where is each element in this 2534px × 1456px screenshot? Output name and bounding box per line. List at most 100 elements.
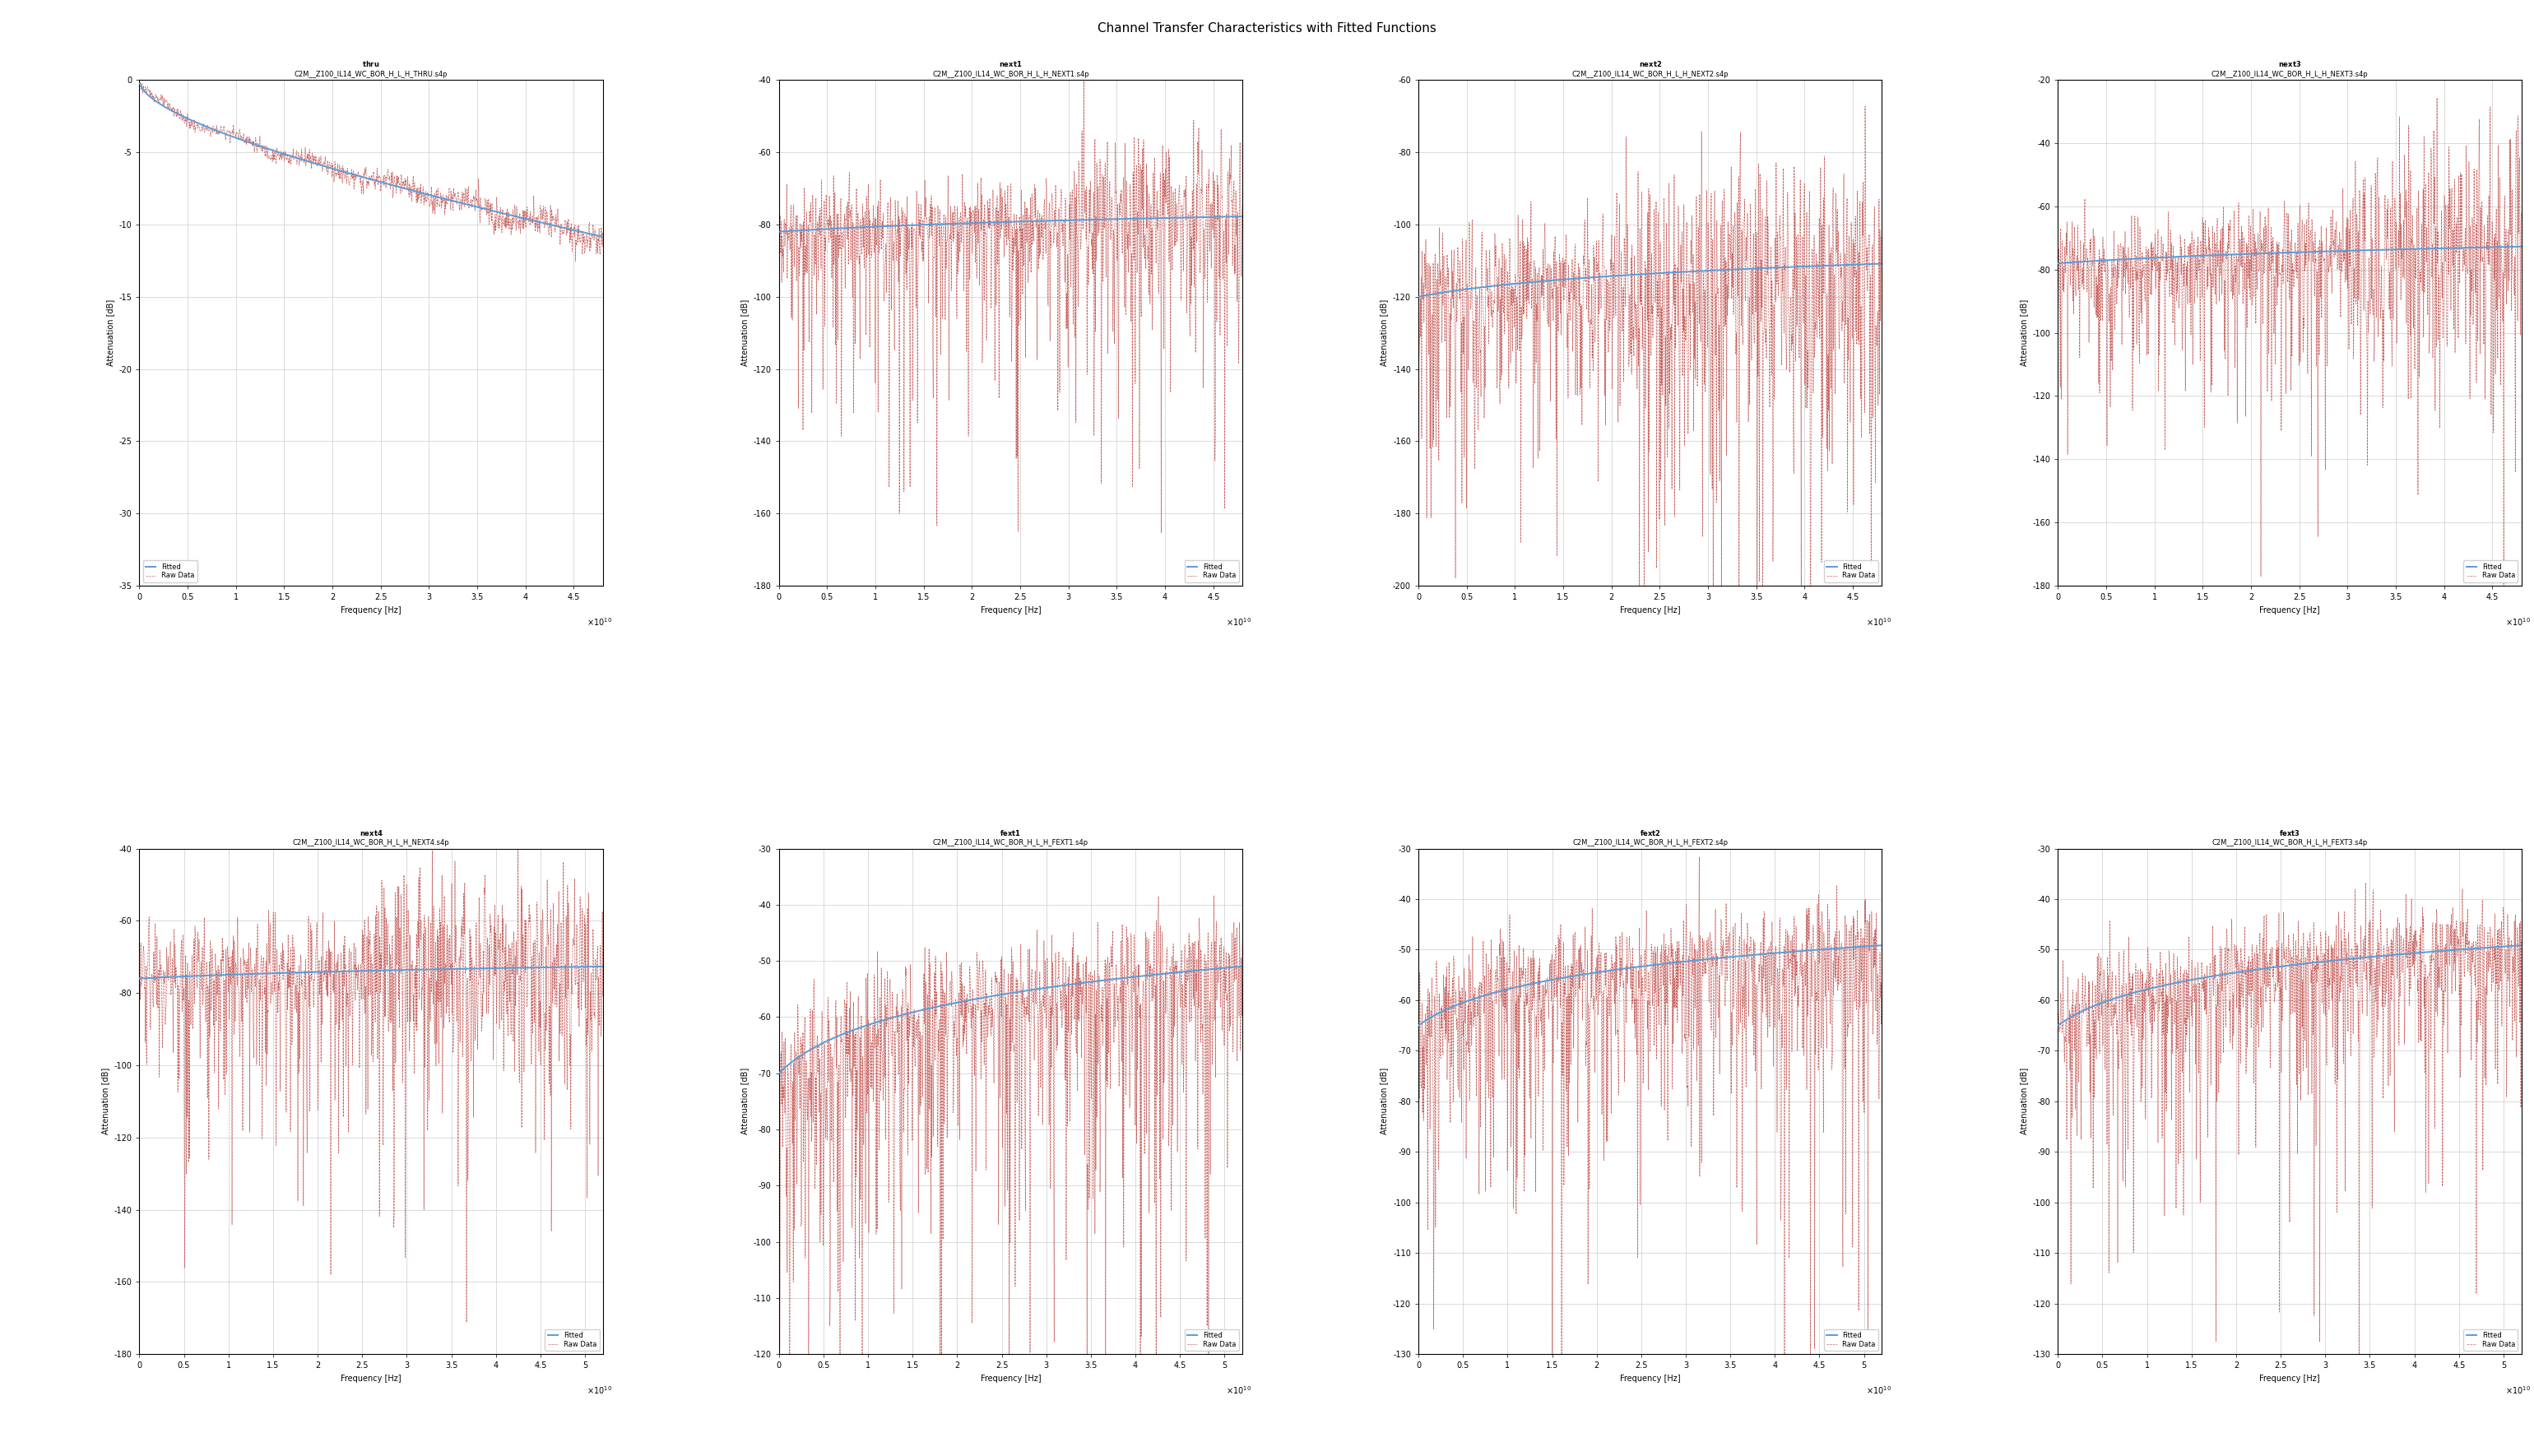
Legend: Fitted, Raw Data: Fitted, Raw Data [1824,561,1878,582]
Fitted [2230,962,2260,980]
Fitted [2091,993,2121,1010]
Fitted [1226,958,1257,976]
Fitted [1452,281,1482,298]
Raw Data [1766,1211,1797,1229]
Fitted [487,960,517,977]
Fitted [329,163,360,181]
Line: Raw Data: Raw Data [780,57,1242,533]
Raw Data [1199,887,1229,904]
Raw Data [968,965,998,983]
Raw Data [2362,1018,2392,1035]
Title: $\mathbf{fext3}$
C2M__Z100_IL14_WC_BOR_H_L_H_FEXT3.s4p: $\mathbf{fext3}$ C2M__Z100_IL14_WC_BOR_H… [2212,828,2367,847]
Fitted [124,970,155,987]
Fitted [2042,1016,2073,1034]
Fitted [811,220,841,237]
Fitted [2405,943,2435,961]
Y-axis label: Attenuation [dB]: Attenuation [dB] [2020,300,2027,367]
Raw Data [2506,932,2534,949]
Text: ×10$^{10}$: ×10$^{10}$ [588,1385,613,1396]
X-axis label: Frequency [Hz]: Frequency [Hz] [1619,1374,1680,1383]
Raw Data [124,974,155,992]
Line: Raw Data: Raw Data [1419,106,1883,756]
Fitted [1764,943,1794,961]
Raw Data [1685,849,1716,866]
Y-axis label: Attenuation [dB]: Attenuation [dB] [2020,1067,2027,1134]
Raw Data [1774,1249,1804,1267]
Raw Data [124,77,155,95]
Fitted [765,1064,796,1082]
X-axis label: Frequency [Hz]: Frequency [Hz] [1619,606,1680,614]
Raw Data [811,1095,841,1112]
Fitted [329,962,360,980]
Raw Data [1125,285,1156,303]
Raw Data [765,1335,796,1353]
Fitted [124,74,155,92]
Fitted [1404,288,1434,306]
Fitted [494,960,525,977]
Raw Data [560,253,590,271]
Line: Fitted: Fitted [1419,264,1883,297]
Fitted [2230,245,2260,262]
Text: ×10$^{10}$: ×10$^{10}$ [1865,1385,1890,1396]
Text: ×10$^{10}$: ×10$^{10}$ [2506,1385,2531,1396]
Raw Data [2042,1005,2073,1022]
Legend: Fitted, Raw Data: Fitted, Raw Data [545,1329,601,1351]
Legend: Fitted, Raw Data: Fitted, Raw Data [1183,561,1239,582]
Text: ×10$^{10}$: ×10$^{10}$ [1226,1385,1252,1396]
Raw Data [1133,185,1163,202]
Fitted [172,109,203,127]
Y-axis label: Attenuation [dB]: Attenuation [dB] [1381,1067,1389,1134]
Title: $\mathbf{next4}$
C2M__Z100_IL14_WC_BOR_H_L_H_NEXT4.s4p: $\mathbf{next4}$ C2M__Z100_IL14_WC_BOR_H… [291,828,449,847]
Fitted [2506,936,2534,954]
Fitted [1082,973,1112,990]
Raw Data [2248,234,2278,252]
Raw Data [2405,1032,2435,1050]
Fitted [312,159,342,176]
Fitted [2506,237,2534,255]
Y-axis label: Attenuation [dB]: Attenuation [dB] [740,300,748,367]
Raw Data [1850,98,1880,115]
Raw Data [2042,300,2073,317]
Fitted [487,204,517,221]
Y-axis label: Attenuation [dB]: Attenuation [dB] [101,1067,109,1134]
Raw Data [1538,1437,1569,1455]
Raw Data [1774,252,1804,269]
X-axis label: Frequency [Hz]: Frequency [Hz] [981,606,1041,614]
Fitted [1591,268,1622,285]
Line: Fitted: Fitted [780,967,1242,1073]
Title: $\mathbf{fext1}$
C2M__Z100_IL14_WC_BOR_H_L_H_FEXT1.s4p: $\mathbf{fext1}$ C2M__Z100_IL14_WC_BOR_H… [933,828,1090,847]
Raw Data [487,999,517,1016]
Raw Data [2091,981,2121,999]
Raw Data [1868,971,1898,989]
Raw Data [1452,1150,1482,1168]
Legend: Fitted, Raw Data: Fitted, Raw Data [1824,1329,1878,1351]
Fitted [2362,242,2392,259]
Raw Data [2506,204,2534,221]
Raw Data [950,1045,981,1063]
Raw Data [588,987,618,1005]
Raw Data [1721,414,1751,431]
Fitted [2248,245,2278,262]
Fitted [1774,943,1804,961]
Text: Channel Transfer Characteristics with Fitted Functions: Channel Transfer Characteristics with Fi… [1097,22,1437,33]
Raw Data [312,151,342,169]
Line: Raw Data: Raw Data [2058,882,2521,1456]
Raw Data [443,183,474,201]
Fitted [1721,261,1751,278]
Line: Raw Data: Raw Data [139,82,603,262]
Raw Data [1452,232,1482,249]
Raw Data [1082,1042,1112,1060]
Raw Data [1607,303,1637,320]
Legend: Fitted, Raw Data: Fitted, Raw Data [1183,1329,1239,1351]
Raw Data [502,778,532,795]
Raw Data [2091,268,2121,285]
Title: $\mathbf{next2}$
C2M__Z100_IL14_WC_BOR_H_L_H_NEXT2.s4p: $\mathbf{next2}$ C2M__Z100_IL14_WC_BOR_H… [1571,60,1728,79]
Raw Data [1794,747,1824,764]
Raw Data [172,1108,203,1125]
Line: Raw Data: Raw Data [780,895,1242,1456]
Raw Data [443,1067,474,1085]
Raw Data [1591,261,1622,278]
Line: Raw Data: Raw Data [2058,98,2521,594]
Fitted [588,958,618,976]
Raw Data [1133,930,1163,948]
